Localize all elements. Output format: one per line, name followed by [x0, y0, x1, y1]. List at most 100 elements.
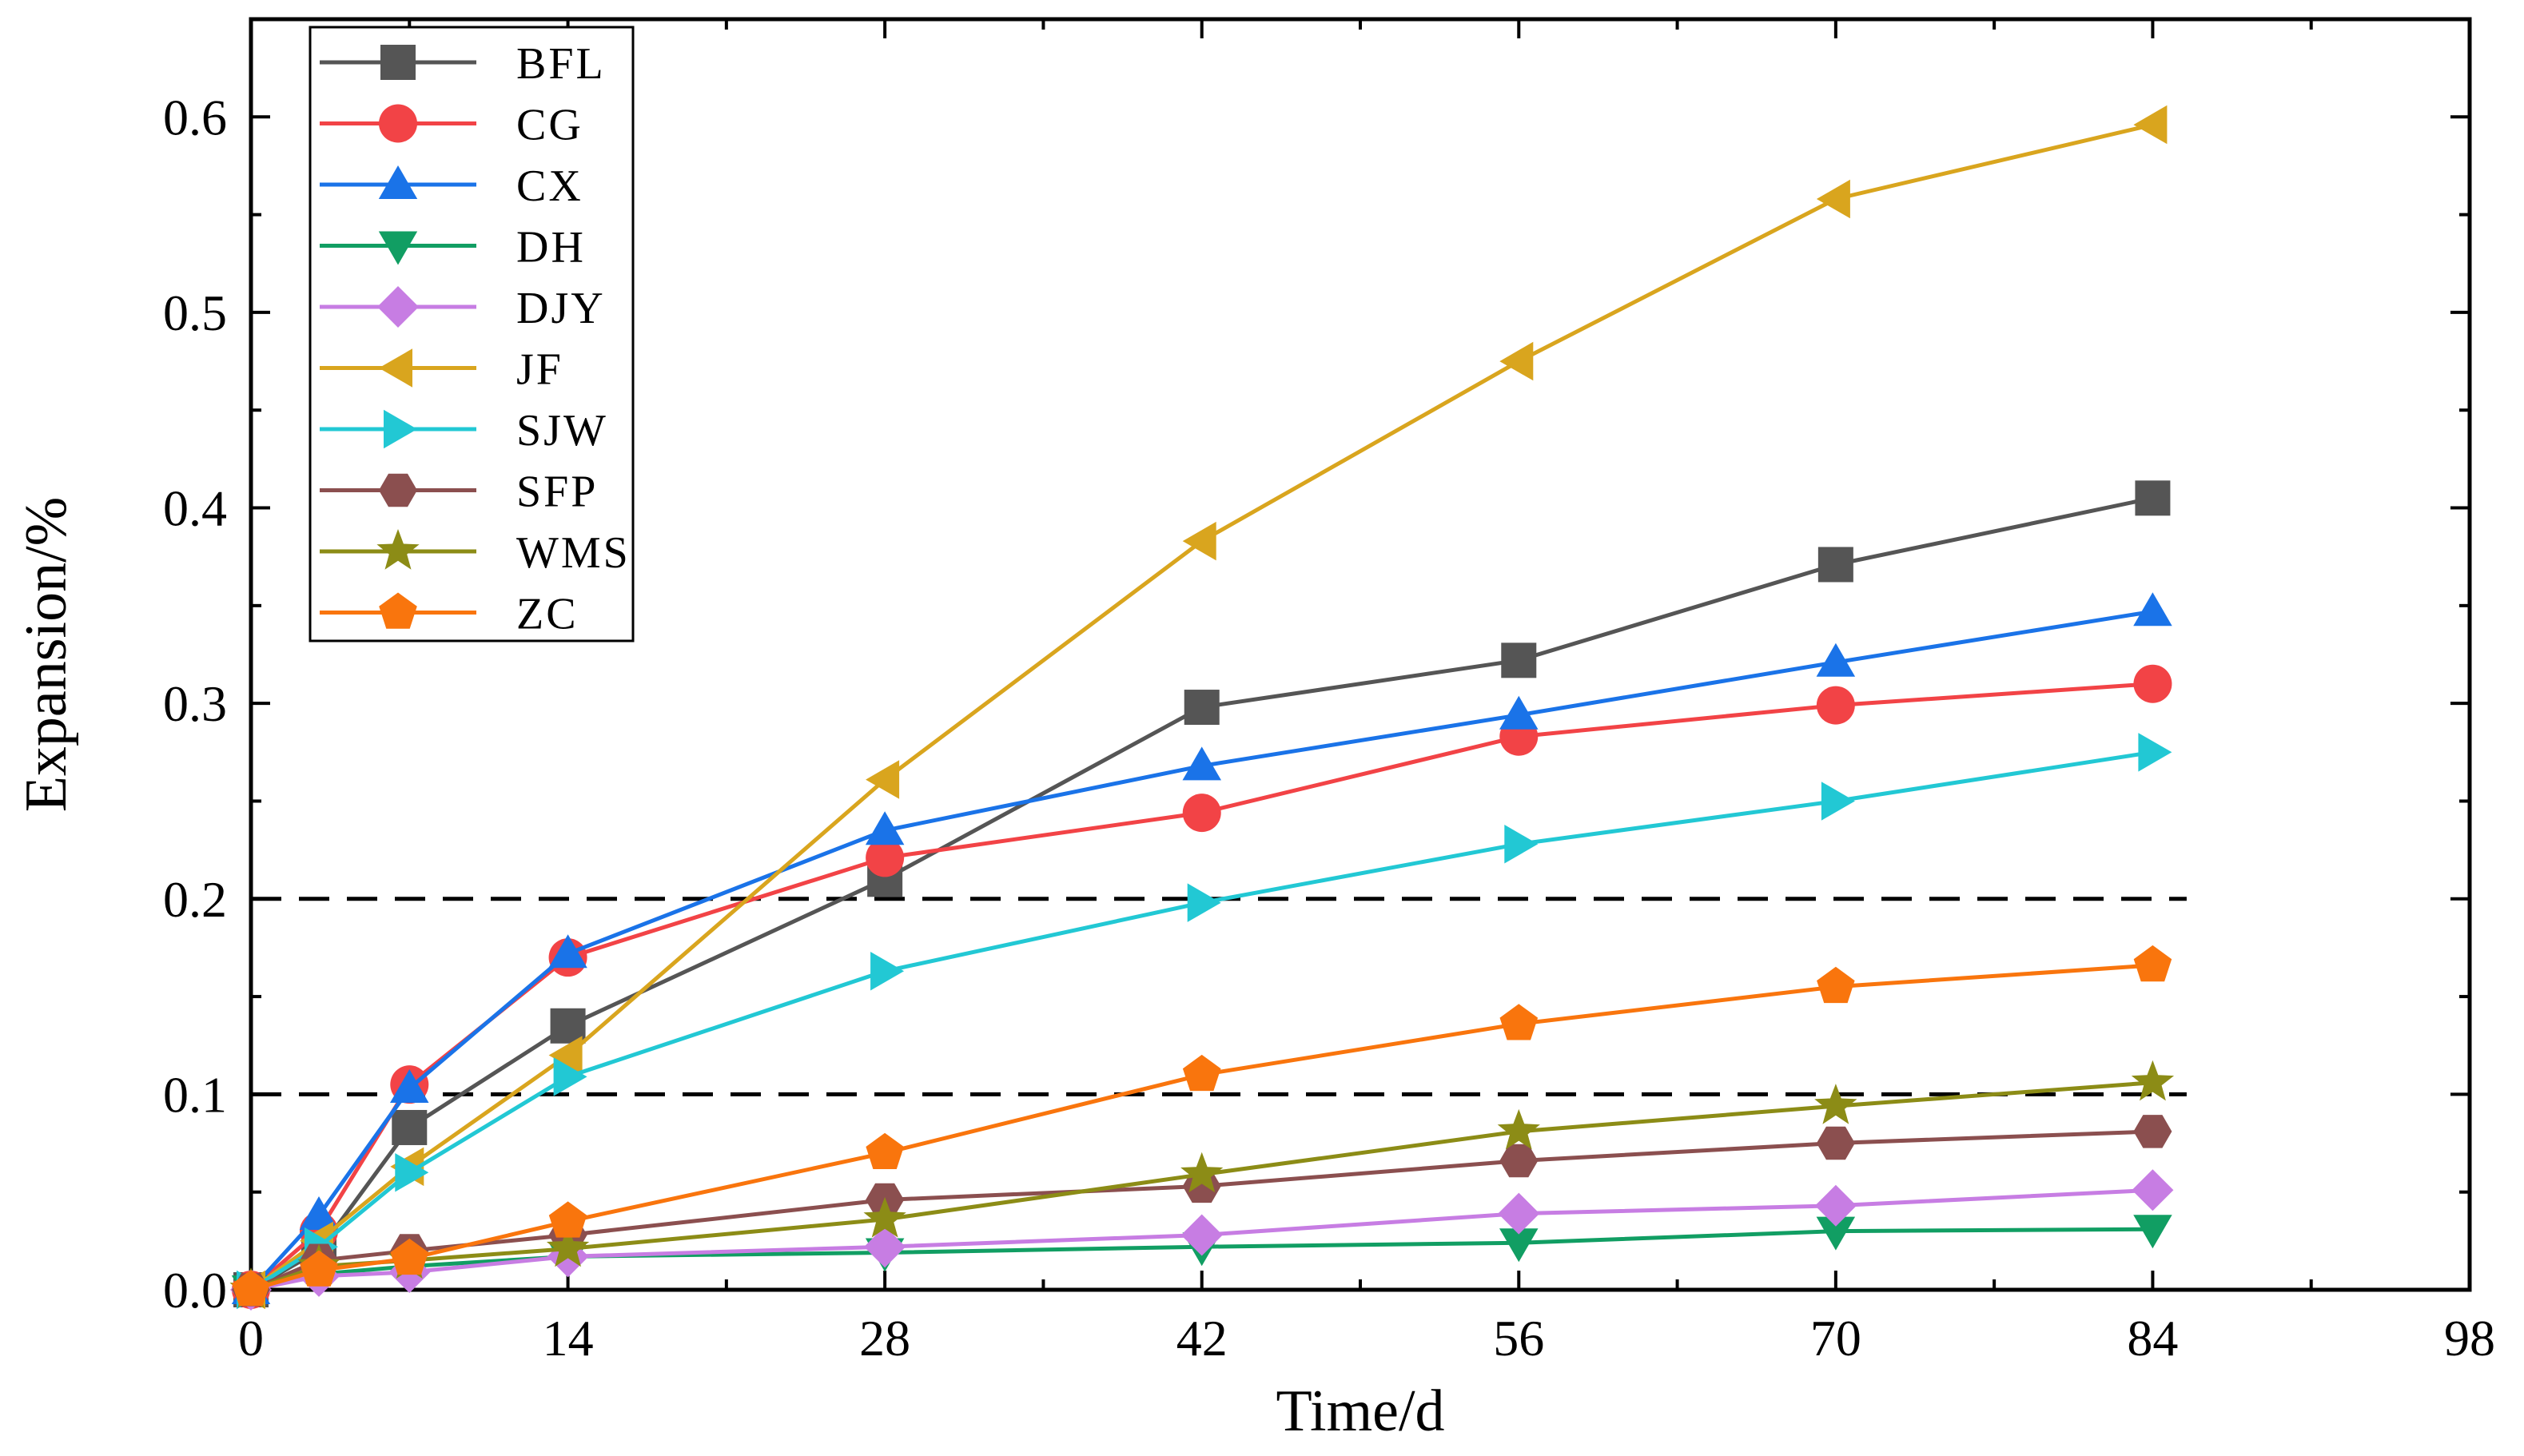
data-point-zc: [866, 1132, 904, 1169]
data-point-sjw: [1504, 825, 1539, 864]
data-point-dh: [2133, 1215, 2172, 1249]
x-tick-label: 56: [1493, 1310, 1544, 1366]
data-point-wms: [546, 1226, 590, 1267]
x-axis-title: Time/d: [1276, 1378, 1444, 1444]
legend-item-bfl: BFL: [320, 39, 606, 89]
axis-ticks: 0 14 28 42 56 70 84 98 0.0 0.1 0.2 0.3 0.4 0.5 0.6: [163, 19, 2495, 1366]
y-tick-label: 0.4: [163, 480, 227, 537]
x-tick-label: 28: [859, 1310, 910, 1366]
x-tick-label: 14: [543, 1310, 594, 1366]
data-point-bfl: [1817, 547, 1853, 583]
data-point-cx: [1182, 746, 1221, 781]
data-point-cx: [1499, 695, 1539, 730]
legend-label-sjw: SJW: [516, 406, 608, 455]
data-point-sfp: [1816, 1126, 1855, 1160]
data-point-bfl: [1501, 642, 1537, 678]
legend-label-wms: WMS: [516, 528, 631, 578]
x-tick-label: 42: [1176, 1310, 1228, 1366]
data-point-cx: [390, 1069, 429, 1103]
data-point-jf: [548, 1036, 583, 1075]
legend-item-djy: DJY: [320, 284, 606, 333]
legend-marker-sfp: [379, 473, 417, 507]
x-tick-label: 70: [1810, 1310, 1861, 1366]
y-tick-label: 0.0: [163, 1262, 227, 1319]
legend-label-djy: DJY: [516, 284, 606, 333]
y-axis-title: Expansion/%: [14, 497, 79, 813]
series-zc: [232, 945, 2172, 1307]
legend-box: [309, 26, 635, 642]
legend-item-sjw: SJW: [320, 406, 608, 455]
data-point-sfp: [1499, 1144, 1539, 1178]
data-point-sjw: [553, 1057, 587, 1096]
data-point-sjw: [2138, 733, 2172, 772]
legend-marker-jf: [379, 348, 412, 388]
legend-label-sfp: SFP: [516, 467, 598, 517]
data-point-djy: [1814, 1184, 1857, 1227]
data-point-cx: [548, 934, 587, 969]
data-point-zc: [1499, 1004, 1539, 1040]
legend-marker-sjw: [384, 409, 417, 449]
legend-label-cx: CX: [516, 161, 583, 211]
data-point-zc: [390, 1238, 429, 1275]
legend-marker-cx: [378, 165, 418, 199]
legend-label-bfl: BFL: [516, 39, 606, 89]
series-line-sjw: [249, 750, 2153, 1292]
data-point-wms: [2131, 1060, 2175, 1101]
data-point-jf: [1182, 521, 1216, 561]
data-point-cx: [2133, 592, 2172, 627]
data-point-bfl: [1184, 690, 1220, 726]
y-tick-label: 0.2: [163, 871, 227, 928]
data-point-wms: [1180, 1152, 1224, 1193]
legend-item-dh: DH: [320, 223, 586, 273]
data-point-djy: [864, 1226, 906, 1268]
data-point-jf: [2133, 105, 2168, 145]
legend-item-jf: JF: [320, 345, 563, 395]
data-point-sfp: [1182, 1169, 1221, 1203]
legend-marker-wms: [376, 529, 420, 570]
data-point-wms: [863, 1196, 906, 1238]
data-point-wms: [1497, 1108, 1540, 1150]
legend-marker-djy: [377, 286, 419, 328]
y-tick-label: 0.5: [163, 284, 227, 341]
data-point-cx: [299, 1196, 339, 1230]
data-point-cg: [1816, 686, 1855, 725]
legend-marker-zc: [379, 592, 417, 629]
data-point-jf: [1499, 341, 1534, 381]
data-point-wms: [1814, 1084, 1857, 1124]
data-point-bfl: [392, 1109, 428, 1145]
data-point-sfp: [2133, 1115, 2172, 1148]
data-point-djy: [2132, 1169, 2174, 1211]
data-point-sjw: [870, 952, 905, 991]
legend-item-zc: ZC: [320, 590, 576, 639]
reference-lines: [251, 897, 2187, 1096]
data-point-cg: [2133, 664, 2172, 703]
y-tick-label: 0.6: [163, 89, 227, 145]
data-point-cg: [1182, 794, 1221, 833]
y-tick-label: 0.1: [163, 1066, 227, 1123]
data-point-sjw: [1821, 782, 1855, 821]
data-point-bfl: [2135, 480, 2171, 516]
legend-label-cg: CG: [516, 101, 583, 150]
data-point-djy: [1180, 1214, 1223, 1256]
data-point-zc: [1182, 1054, 1221, 1092]
data-point-zc: [300, 1250, 338, 1287]
data-point-jf: [1816, 179, 1850, 219]
legend-item-cx: CX: [320, 161, 583, 211]
legend-label-jf: JF: [516, 345, 563, 395]
legend-marker-cg: [379, 104, 417, 143]
data-point-dh: [1499, 1228, 1539, 1263]
data-point-sjw: [1187, 883, 1221, 922]
legend-marker-bfl: [380, 45, 416, 80]
data-point-sjw: [395, 1153, 429, 1192]
legend-label-dh: DH: [516, 223, 586, 273]
data-point-zc: [232, 1270, 270, 1307]
data-point-cx: [865, 811, 905, 845]
legend-item-sfp: SFP: [320, 467, 598, 517]
x-tick-label: 84: [2127, 1310, 2178, 1366]
y-tick-label: 0.3: [163, 675, 227, 732]
data-point-zc: [1817, 966, 1855, 1004]
data-point-zc: [2133, 945, 2172, 982]
data-point-jf: [866, 760, 900, 799]
